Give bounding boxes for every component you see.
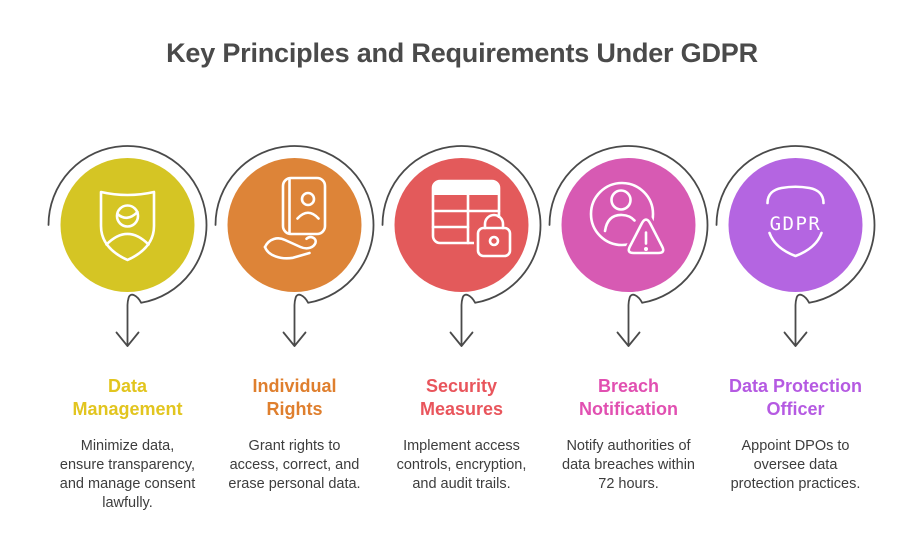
item-description: Minimize data, ensure transparency, and … <box>59 437 196 511</box>
item-circle <box>227 158 362 292</box>
item-description: Appoint DPOs to oversee data protection … <box>730 437 861 492</box>
down-arrow-icon <box>616 331 641 347</box>
shield-user-icon <box>99 190 156 262</box>
down-arrow-icon <box>783 331 808 347</box>
item-title: Data Protection Officer <box>728 376 863 420</box>
circle-loop <box>715 145 876 347</box>
circle-loop <box>381 145 542 347</box>
item-title: Breach Notification <box>579 376 678 420</box>
item-description: Notify authorities of data breaches with… <box>562 437 695 492</box>
down-arrow-icon <box>449 331 474 347</box>
circle-loop <box>47 145 208 347</box>
down-arrow-icon <box>282 331 307 347</box>
item-title: Security Measures <box>419 376 504 420</box>
table-lock-icon <box>431 179 514 260</box>
gdpr-item: Breach Notification Notify authorities o… <box>545 134 712 513</box>
item-description: Implement access controls, encryption, a… <box>396 437 527 492</box>
item-graphic <box>548 145 709 347</box>
gdpr-item: Security Measures Implement access contr… <box>378 134 545 513</box>
item-circle <box>728 158 863 292</box>
down-arrow-icon <box>115 331 140 347</box>
item-title: Individual Rights <box>252 376 337 420</box>
page-title: Key Principles and Requirements Under GD… <box>166 38 758 68</box>
item-graphic <box>47 145 208 347</box>
contact-book-hand-icon <box>263 176 327 260</box>
person-alert-icon <box>589 181 674 262</box>
circle-loop <box>214 145 375 347</box>
items-row: Data Management Minimize data, ensure tr… <box>44 134 879 513</box>
item-graphic: GDPR <box>715 145 876 347</box>
gdpr-item: GDPR Data Protection Officer Appoint DPO… <box>712 134 879 513</box>
gdpr-item: Data Management Minimize data, ensure tr… <box>44 134 211 513</box>
gdpr-text: GDPR <box>770 213 822 235</box>
item-circle <box>60 158 195 292</box>
item-description: Grant rights to access, correct, and era… <box>228 437 361 492</box>
item-graphic <box>214 145 375 347</box>
item-graphic <box>381 145 542 347</box>
item-title: Data Management <box>72 376 183 420</box>
item-circle <box>561 158 696 292</box>
circle-loop <box>548 145 709 347</box>
gdpr-item: Individual Rights Grant rights to access… <box>211 134 378 513</box>
gdpr-shield-icon: GDPR <box>766 185 825 258</box>
